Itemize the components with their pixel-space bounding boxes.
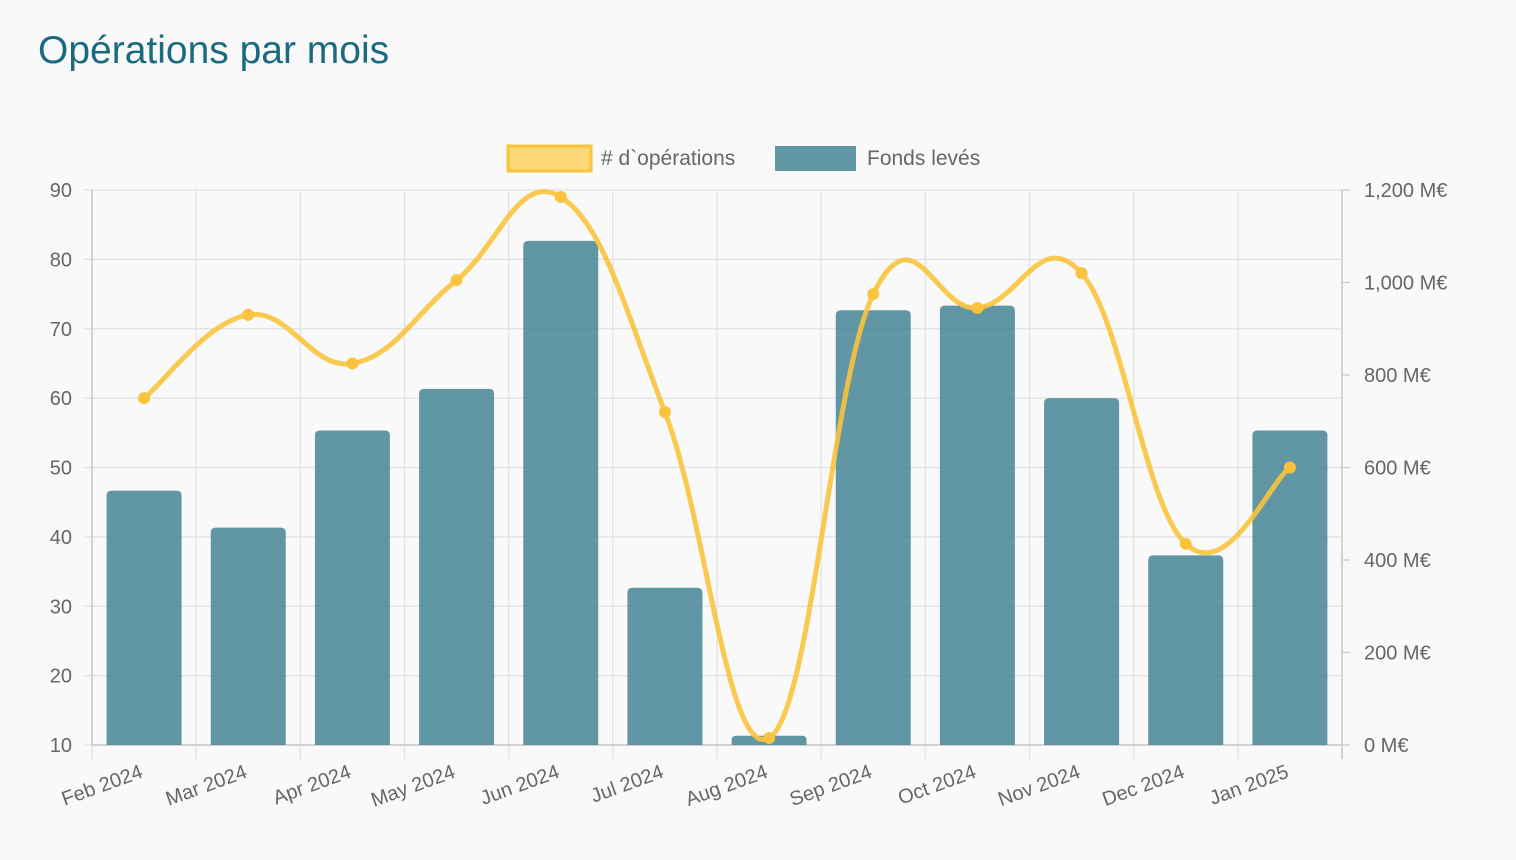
x-tick-label: Jan 2025	[1207, 761, 1292, 810]
legend-swatch-fonds[interactable]	[775, 146, 856, 171]
x-tick-label: Feb 2024	[59, 761, 146, 811]
point-operations[interactable]	[867, 288, 880, 301]
y-left-tick-label: 20	[50, 666, 72, 688]
y-left-tick-label: 30	[50, 596, 72, 618]
bar-fonds-leves[interactable]	[835, 310, 911, 745]
y-right-tick-label: 600 M€	[1364, 458, 1431, 480]
y-left-tick-label: 60	[50, 388, 72, 410]
y-right-tick-label: 200 M€	[1364, 643, 1431, 665]
y-left-tick-label: 80	[50, 249, 72, 271]
line-operations	[142, 189, 1292, 743]
x-tick-label: Jul 2024	[588, 761, 667, 808]
point-operations[interactable]	[971, 301, 984, 314]
x-tick-label: Jun 2024	[478, 761, 563, 810]
x-tick-label: Aug 2024	[683, 761, 771, 811]
point-operations[interactable]	[763, 732, 776, 745]
point-operations[interactable]	[242, 308, 255, 321]
y-right-tick-label: 0 M€	[1364, 735, 1408, 757]
bar-fonds-leves[interactable]	[210, 527, 286, 745]
point-operations[interactable]	[1283, 461, 1296, 474]
bar-fonds-leves[interactable]	[1252, 430, 1328, 746]
y-right-tick-label: 1,000 M€	[1364, 273, 1447, 295]
bar-fonds-leves[interactable]	[106, 490, 182, 745]
x-tick-label: Dec 2024	[1099, 761, 1187, 811]
y-left-tick-label: 90	[50, 180, 72, 202]
y-right-tick-label: 1,200 M€	[1364, 180, 1447, 202]
y-left-tick-label: 70	[50, 319, 72, 341]
legend-label-operations: # d`opérations	[601, 147, 735, 170]
legend-label-fonds: Fonds levés	[867, 147, 980, 170]
y-left-tick-label: 40	[50, 527, 72, 549]
y-right-tick-label: 800 M€	[1364, 365, 1431, 387]
legend-swatch-operations[interactable]	[506, 144, 593, 173]
point-operations[interactable]	[1179, 537, 1192, 550]
y-right-tick-label: 400 M€	[1364, 550, 1431, 572]
x-tick-label: May 2024	[368, 761, 458, 812]
page-title: Opérations par mois	[38, 29, 390, 72]
bar-fonds-leves[interactable]	[627, 587, 703, 745]
x-tick-label: Nov 2024	[995, 761, 1083, 811]
point-operations[interactable]	[450, 274, 463, 287]
x-tick-label: Sep 2024	[787, 761, 875, 811]
x-tick-label: Apr 2024	[270, 761, 354, 809]
y-left-tick-label: 10	[50, 735, 72, 757]
bar-fonds-leves[interactable]	[523, 240, 599, 745]
bar-fonds-leves[interactable]	[1044, 398, 1120, 745]
bar-fonds-leves[interactable]	[1148, 555, 1224, 745]
point-operations[interactable]	[554, 190, 567, 203]
point-operations[interactable]	[138, 392, 151, 405]
y-left-tick-label: 50	[50, 458, 72, 480]
bar-fonds-leves[interactable]	[419, 388, 495, 745]
point-operations[interactable]	[658, 406, 671, 418]
point-operations[interactable]	[346, 357, 359, 370]
x-tick-label: Mar 2024	[163, 761, 250, 811]
x-tick-label: Oct 2024	[895, 761, 979, 809]
bar-fonds-leves[interactable]	[939, 305, 1015, 745]
point-operations[interactable]	[1075, 267, 1088, 280]
bar-fonds-leves[interactable]	[314, 430, 390, 746]
